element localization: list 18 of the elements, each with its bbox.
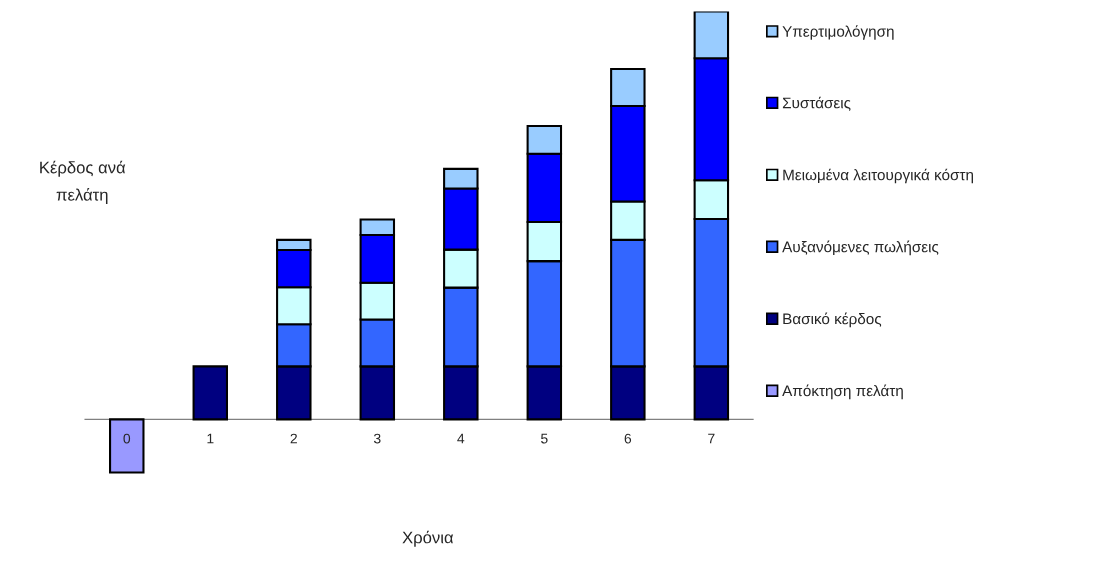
x-axis-title: Χρόνια — [402, 530, 454, 547]
legend-label: Συστάσεις — [782, 96, 851, 111]
legend-label: Μειωμένα λειτουργικά κόστη — [783, 168, 973, 184]
x-tick-label: 4 — [457, 433, 465, 444]
x-tick-label: 0 — [123, 433, 131, 444]
x-tick-label: 2 — [290, 433, 297, 444]
bar — [109, 418, 145, 474]
x-tick-label: 3 — [373, 433, 381, 444]
legend-label: Αυξανόμενες πωλήσεις — [782, 240, 939, 256]
y-axis-title: Κέρδος ανά πελάτη — [40, 160, 126, 205]
x-tick-label: 5 — [541, 433, 548, 444]
bar — [192, 365, 229, 421]
legend-label: Απόκτηση πελάτη — [782, 384, 903, 400]
x-tick-label: 1 — [207, 433, 214, 444]
x-tick-label: 6 — [624, 433, 632, 444]
x-tick-label: 7 — [708, 433, 715, 444]
legend-label: Βασικό κέρδος — [783, 312, 882, 328]
legend-label: Υπερτιμολόγηση — [782, 25, 894, 40]
